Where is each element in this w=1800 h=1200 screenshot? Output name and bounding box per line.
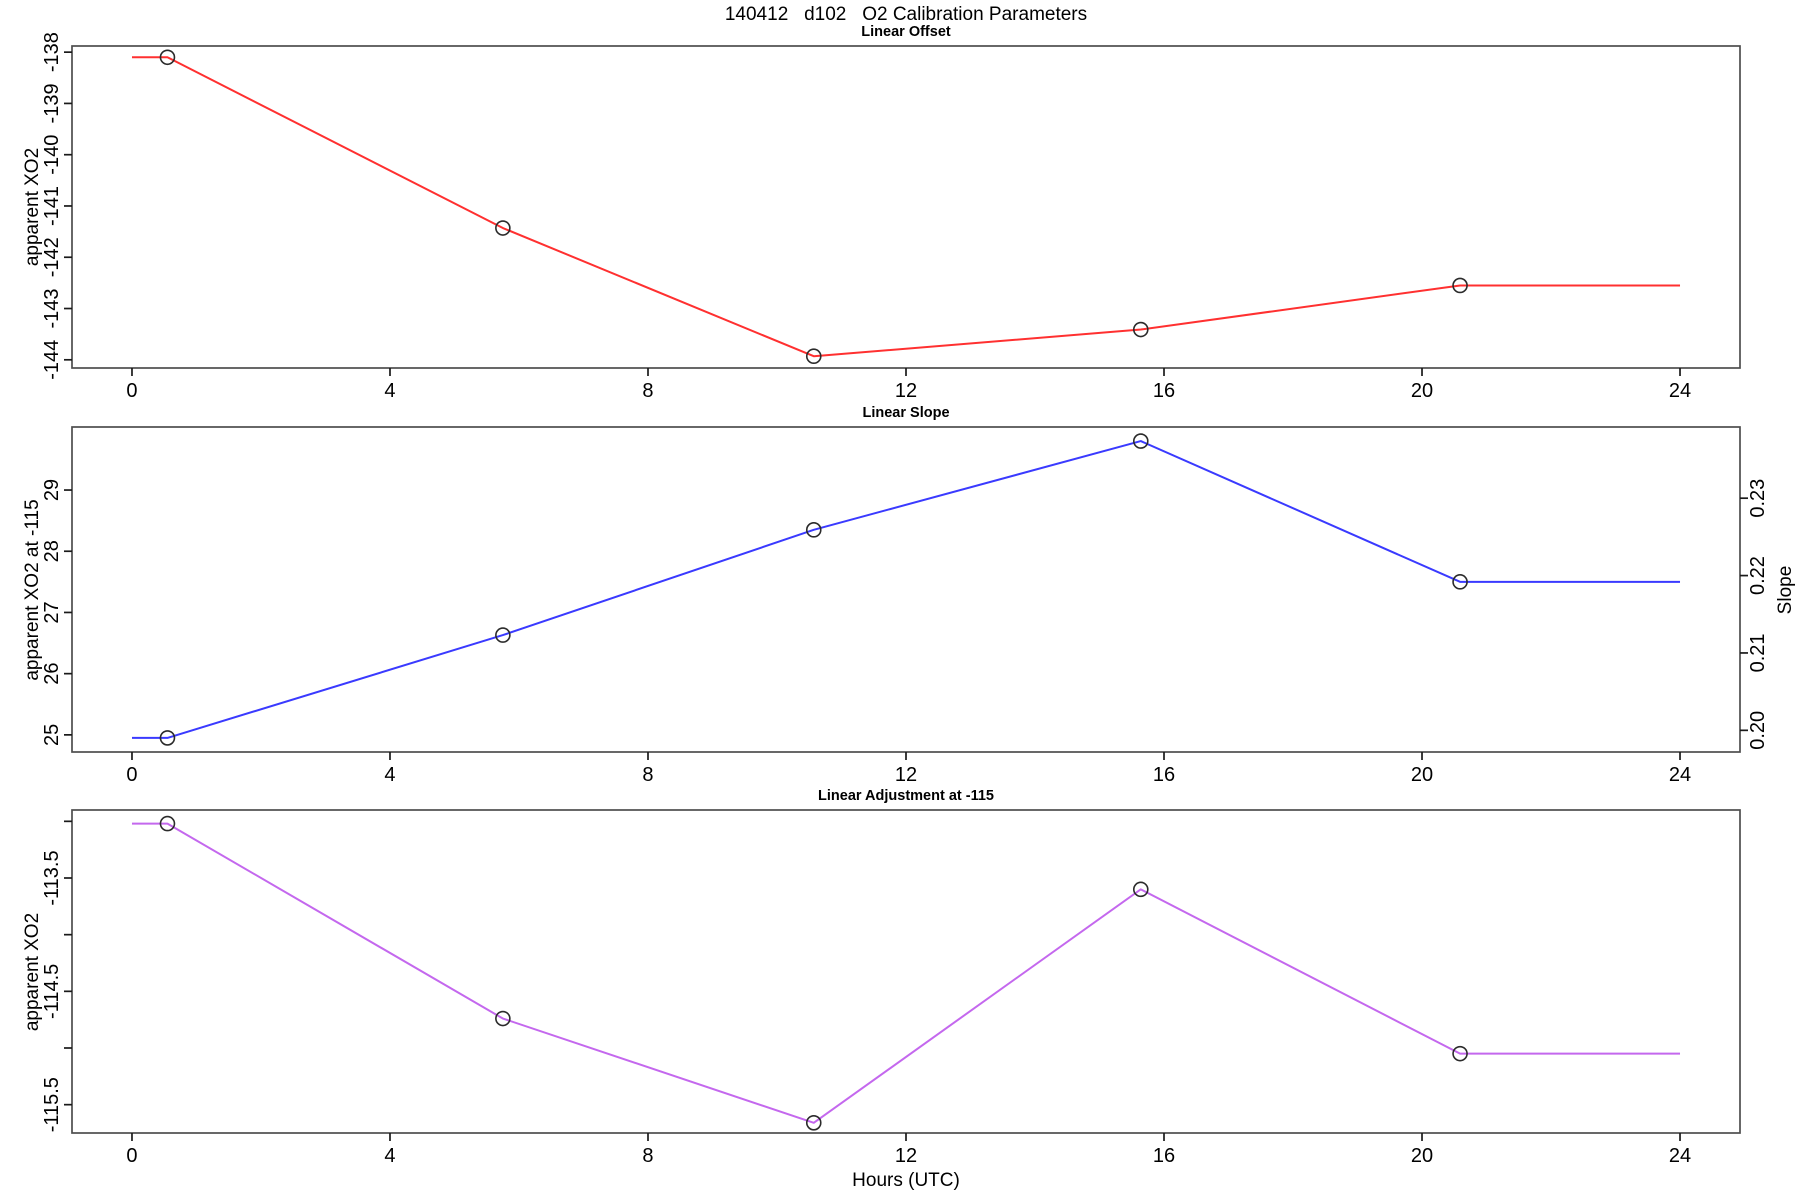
y2-tick-label: 0.21 [1747,633,1769,672]
data-point-marker [159,815,176,832]
x-tick-label: 16 [1153,380,1175,402]
x-tick-label: 0 [126,1145,137,1167]
y-tick-label: 26 [41,663,63,685]
data-point-marker [1132,433,1149,449]
panel-3: 0 4 8 12 16 20 24 -113.5 -114.5 -115.5 [41,809,1741,1167]
data-point-marker [805,522,822,538]
data-point-marker [805,1115,822,1131]
x-tick-label: 12 [895,380,917,402]
panel3-title: Linear Adjustment at -115 [818,788,994,804]
y2-tick-label: 0.22 [1747,556,1769,595]
x-tick-label: 16 [1153,764,1175,786]
y-tick-label: -115.5 [41,1077,63,1132]
x-tick-label: 0 [126,764,137,786]
panel3-y-axis-label: apparent XO2 [22,913,43,1031]
data-point-marker [1452,277,1468,294]
data-point-marker [159,49,176,66]
data-point-marker [495,1010,511,1027]
panel1-title: Linear Offset [861,24,951,40]
y-tick-label: -140 [41,135,63,175]
series-line [131,56,1681,358]
data-point-marker [1132,321,1149,338]
panel-border [71,426,1741,753]
y-tick-label: 25 [41,724,63,746]
y-tick-label: 29 [41,479,63,501]
y-tick-label: -139 [41,83,63,123]
x-tick-label: 24 [1669,1145,1691,1167]
x-tick-label: 4 [384,764,395,786]
figure-title: 140412 d102 O2 Calibration Parameters [724,4,1088,25]
panel-1: 0 4 8 12 16 20 24 -138 -139 -140 -141 -142 -143 -144 [41,32,1741,402]
series-line [131,440,1681,739]
plot-dynamic-layer: 0 4 8 12 16 20 24-138-139-140-141-142-143-1440… [41,32,1769,1167]
y-tick-label: 27 [41,601,63,623]
y-tick-label: -143 [41,289,63,329]
x-tick-label: 20 [1411,764,1433,786]
data-point-marker [495,627,511,643]
x-tick-label: 12 [895,764,917,786]
y2-tick-label: 0.20 [1747,711,1769,750]
x-axis-label: Hours (UTC) [852,1170,960,1191]
panel-border [71,45,1741,369]
data-point-marker [1132,881,1149,898]
x-tick-label: 24 [1669,764,1691,786]
data-point-marker [805,348,822,365]
y-tick-label: -113.5 [41,850,63,905]
y2-tick-label: 0.23 [1747,479,1769,518]
x-tick-label: 12 [895,1145,917,1167]
series-line [131,822,1681,1124]
x-tick-label: 8 [642,380,653,402]
x-tick-label: 16 [1153,1145,1175,1167]
x-tick-label: 4 [384,380,395,402]
x-tick-label: 0 [126,380,137,402]
x-tick-label: 8 [642,1145,653,1167]
panel1-y-axis-label: apparent XO2 [22,148,43,266]
y-tick-label: -141 [41,186,63,226]
x-tick-label: 24 [1669,380,1691,402]
x-tick-label: 20 [1411,1145,1433,1167]
x-tick-label: 8 [642,764,653,786]
y-tick-label: -114.5 [41,964,63,1019]
panel-2: 0 4 8 12 16 20 24 25 26 27 28 29 0.20 0.21 0.22 0.23 [41,426,1769,786]
data-point-marker [1452,1045,1468,1062]
data-point-marker [159,730,176,746]
data-point-marker [495,220,511,236]
panel2-right-axis-label: Slope [1775,566,1796,615]
x-tick-label: 20 [1411,380,1433,402]
panel2-y-axis-label: apparent XO2 at -115 [22,499,43,680]
x-tick-label: 4 [384,1145,395,1167]
y-tick-label: -138 [41,32,63,72]
panel-border [71,809,1741,1134]
y-tick-label: -142 [41,237,63,277]
panel2-title: Linear Slope [862,405,950,421]
y-tick-label: -144 [41,340,63,380]
data-point-marker [1452,574,1468,590]
y-tick-label: 28 [41,540,63,562]
